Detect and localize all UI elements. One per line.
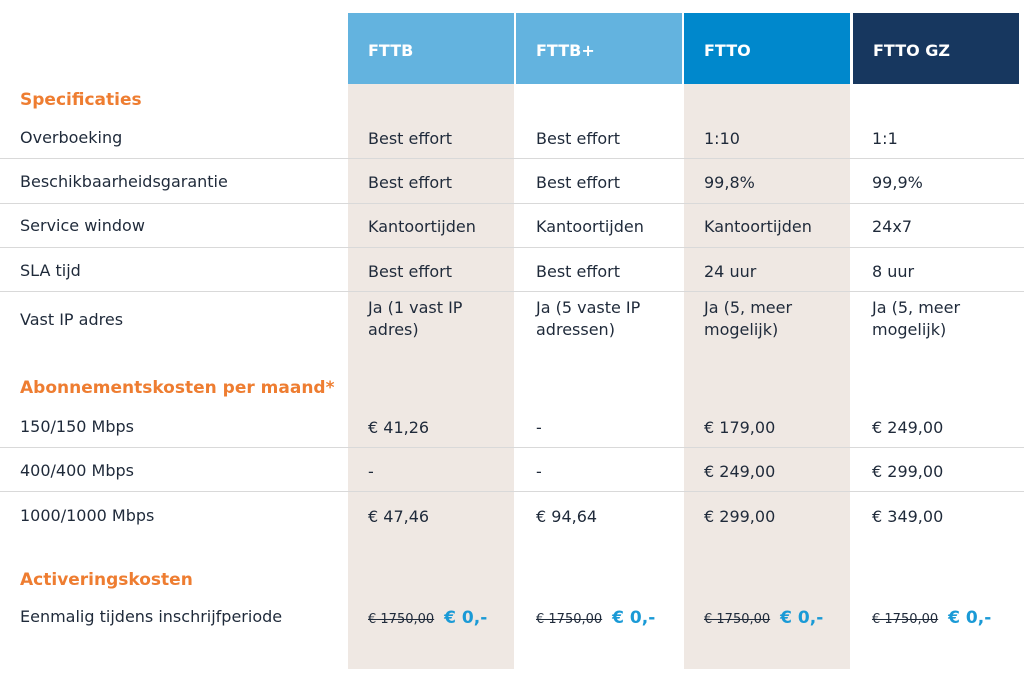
table-cell: Ja (1 vast IP adres): [368, 298, 463, 339]
section-subscription: Abonnementskosten per maand*: [20, 378, 335, 398]
table-cell: 1:1: [872, 129, 898, 148]
table-cell: Kantoortijden: [704, 217, 812, 236]
row-divider: [0, 291, 1024, 292]
table-cell: Ja (5, meer mogelijk): [704, 298, 793, 339]
row-divider: [0, 158, 1024, 159]
row-label: Vast IP adres: [20, 310, 124, 329]
table-cell: € 249,00: [872, 418, 944, 437]
table-cell: € 349,00: [872, 507, 944, 526]
column-bg-fttb-plus: [516, 84, 682, 669]
row-label: 1000/1000 Mbps: [20, 506, 155, 525]
table-cell: Best effort: [536, 129, 621, 148]
table-cell: Best effort: [368, 173, 453, 192]
row-label: Beschikbaarheidsgarantie: [20, 172, 228, 191]
table-cell: Ja (5 vaste IP adressen): [536, 298, 641, 339]
section-activation: Activeringskosten: [20, 570, 193, 590]
new-price: € 0,-: [780, 608, 824, 628]
table-cell: Best effort: [368, 129, 453, 148]
table-cell: € 249,00: [704, 462, 776, 481]
row-label: 150/150 Mbps: [20, 417, 135, 436]
row-divider: [0, 491, 1024, 492]
table-cell: Ja (5, meer mogelijk): [872, 298, 961, 339]
table-cell: Kantoortijden: [536, 217, 644, 236]
old-price: € 1750,00: [368, 612, 435, 627]
row-label: Overboeking: [20, 128, 123, 147]
table-cell: 24 uur: [704, 262, 757, 281]
table-cell: 24x7: [872, 217, 913, 236]
table-cell: € 299,00: [704, 507, 776, 526]
column-bg-ftto: [684, 84, 850, 669]
row-divider: [0, 203, 1024, 204]
table-cell: € 299,00: [872, 462, 944, 481]
table-cell: 99,8%: [704, 173, 755, 192]
column-bg-ftto-gz: [853, 84, 1019, 669]
table-cell: Best effort: [368, 262, 453, 281]
new-price: € 0,-: [444, 608, 488, 628]
section-specs: Specificaties: [20, 90, 142, 110]
table-cell: € 1750,00 € 0,-: [536, 607, 655, 631]
table-cell: -: [536, 418, 542, 437]
column-header-fttb: FTTB: [348, 13, 514, 84]
table-cell: 1:10: [704, 129, 740, 148]
column-header-ftto: FTTO: [684, 13, 850, 84]
new-price: € 0,-: [612, 608, 656, 628]
table-cell: € 41,26: [368, 418, 430, 437]
table-cell: Best effort: [536, 262, 621, 281]
table-cell: € 94,64: [536, 507, 598, 526]
old-price: € 1750,00: [536, 612, 603, 627]
table-cell: € 1750,00 € 0,-: [368, 607, 487, 631]
table-cell: 8 uur: [872, 262, 915, 281]
table-cell: € 1750,00 € 0,-: [704, 607, 823, 631]
table-cell: Best effort: [536, 173, 621, 192]
row-divider: [0, 247, 1024, 248]
row-label: 400/400 Mbps: [20, 461, 135, 480]
table-cell: 99,9%: [872, 173, 923, 192]
new-price: € 0,-: [948, 608, 992, 628]
table-cell: € 1750,00 € 0,-: [872, 607, 991, 631]
old-price: € 1750,00: [704, 612, 771, 627]
column-header-ftto-gz: FTTO GZ: [853, 13, 1019, 84]
row-label: Service window: [20, 216, 145, 235]
table-cell: -: [536, 462, 542, 481]
row-label: Eenmalig tijdens inschrijfperiode: [20, 607, 283, 626]
column-bg-fttb: [348, 84, 514, 669]
table-cell: € 47,46: [368, 507, 430, 526]
row-label: SLA tijd: [20, 261, 81, 280]
row-divider: [0, 447, 1024, 448]
old-price: € 1750,00: [872, 612, 939, 627]
column-header-fttb-plus: FTTB+: [516, 13, 682, 84]
table-cell: € 179,00: [704, 418, 776, 437]
table-cell: -: [368, 462, 374, 481]
table-cell: Kantoortijden: [368, 217, 476, 236]
